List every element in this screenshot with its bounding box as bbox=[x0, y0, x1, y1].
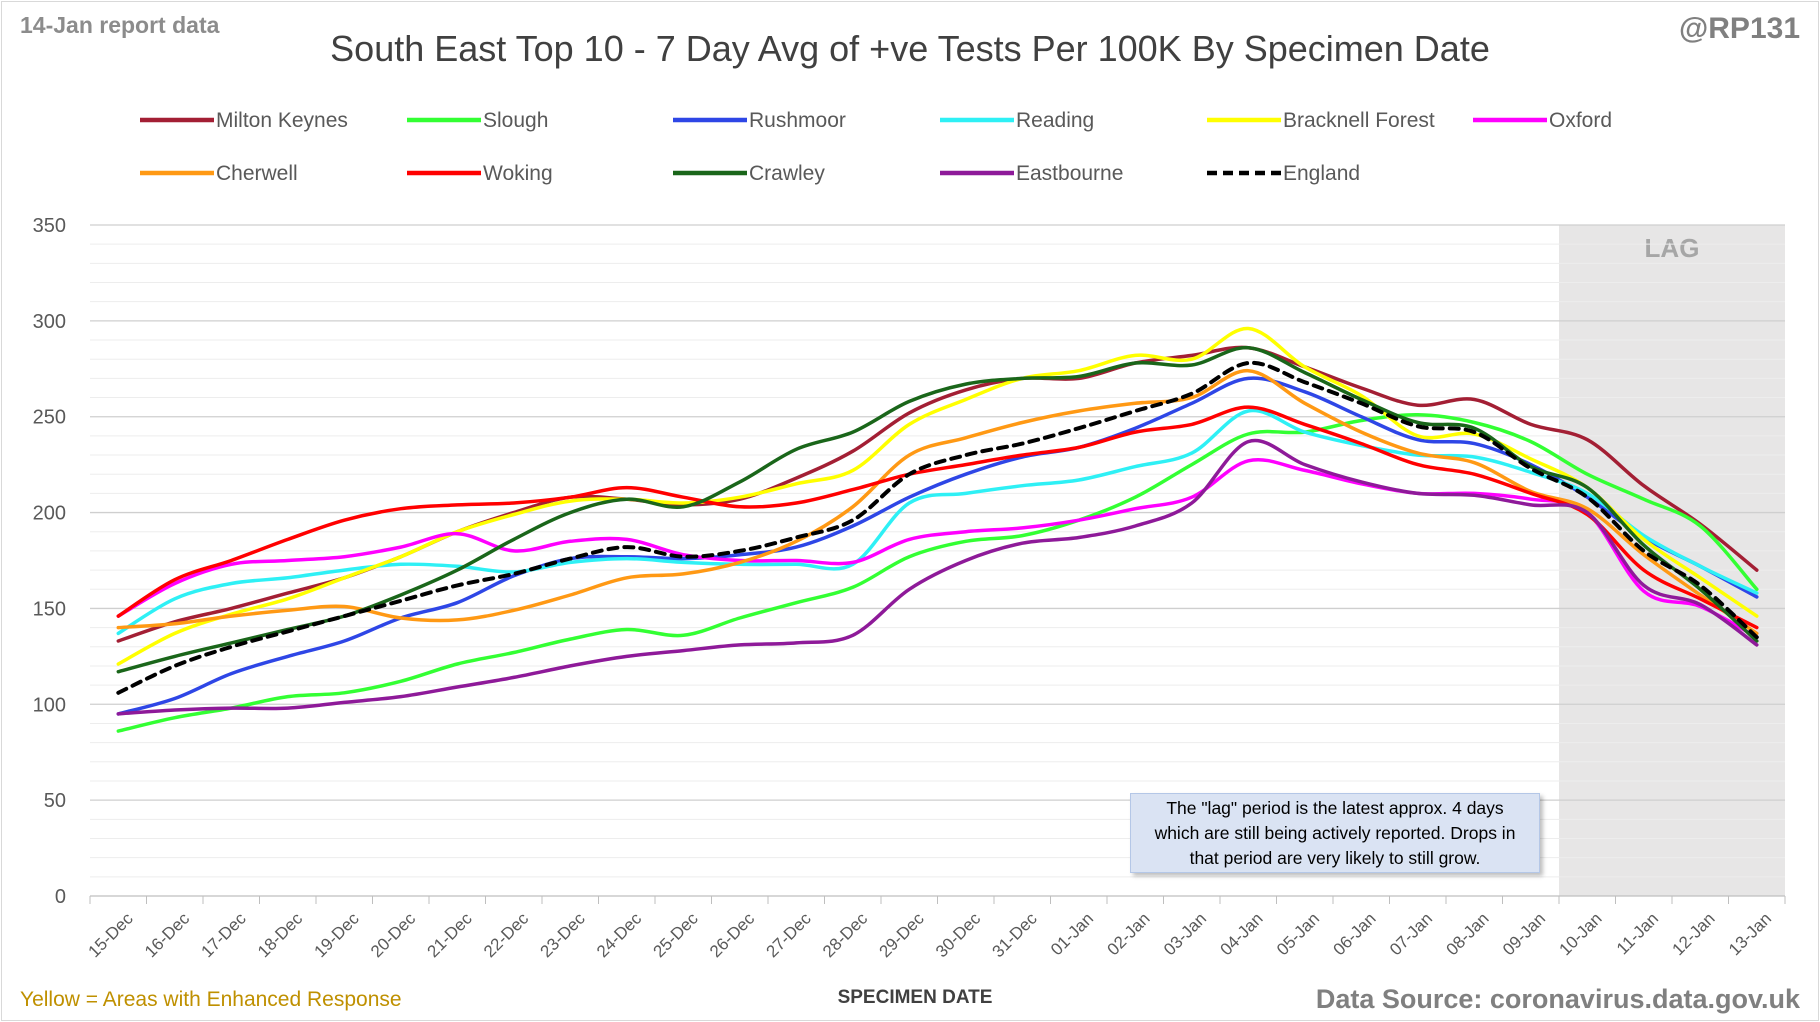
lag-note-text: The "lag" period is the latest approx. 4… bbox=[1154, 797, 1516, 868]
author-handle: @RP131 bbox=[1679, 12, 1800, 45]
x-tick-label: 12-Jan bbox=[1669, 909, 1719, 959]
x-tick-label: 13-Jan bbox=[1725, 909, 1775, 959]
y-tick-label: 150 bbox=[33, 598, 66, 620]
x-tick-label: 03-Jan bbox=[1160, 909, 1210, 959]
legend-label: Oxford bbox=[1549, 109, 1612, 132]
y-tick-label: 350 bbox=[33, 215, 66, 237]
x-tick-label: 15-Dec bbox=[85, 909, 138, 962]
x-tick-label: 04-Jan bbox=[1217, 909, 1267, 959]
series-line-crawley bbox=[116, 345, 1759, 674]
legend-label: England bbox=[1283, 162, 1360, 185]
legend-label: Rushmoor bbox=[749, 109, 846, 132]
data-source: Data Source: coronavirus.data.gov.uk bbox=[1315, 984, 1800, 1014]
lag-label: LAG bbox=[1645, 233, 1700, 263]
x-tick-label: 02-Jan bbox=[1104, 909, 1154, 959]
x-tick-label: 26-Dec bbox=[706, 909, 759, 962]
x-tick-label: 06-Jan bbox=[1330, 909, 1380, 959]
lag-note-box: The "lag" period is the latest approx. 4… bbox=[1130, 793, 1540, 873]
x-tick-label: 29-Dec bbox=[876, 909, 929, 962]
x-tick-label: 20-Dec bbox=[367, 909, 420, 962]
y-tick-label: 300 bbox=[33, 311, 66, 333]
x-tick-label: 25-Dec bbox=[650, 909, 703, 962]
y-tick-label: 50 bbox=[44, 790, 66, 812]
x-tick-label: 09-Jan bbox=[1499, 909, 1549, 959]
x-tick-label: 21-Dec bbox=[424, 909, 477, 962]
x-axis-label: SPECIMEN DATE bbox=[838, 987, 993, 1008]
series-line-eastbourne bbox=[116, 438, 1759, 716]
x-tick-label: 27-Dec bbox=[763, 909, 816, 962]
x-axis-ticks: 15-Dec 16-Dec 17-Dec 18-Dec 19-Dec 20-Dec 21-D… bbox=[85, 896, 1786, 962]
x-tick-label: 01-Jan bbox=[1047, 909, 1097, 959]
x-tick-label: 05-Jan bbox=[1273, 909, 1323, 959]
x-tick-label: 08-Jan bbox=[1443, 909, 1493, 959]
x-tick-label: 17-Dec bbox=[198, 909, 251, 962]
x-tick-label: 16-Dec bbox=[141, 909, 194, 962]
x-tick-label: 22-Dec bbox=[480, 909, 533, 962]
y-tick-label: 100 bbox=[33, 694, 66, 716]
x-tick-label: 10-Jan bbox=[1556, 909, 1606, 959]
x-tick-label: 19-Dec bbox=[311, 909, 364, 962]
legend-label: Milton Keynes bbox=[216, 109, 348, 132]
y-tick-label: 0 bbox=[55, 886, 66, 908]
chart-title: South East Top 10 - 7 Day Avg of +ve Tes… bbox=[330, 28, 1490, 69]
x-tick-label: 11-Jan bbox=[1613, 909, 1662, 958]
legend-label: Eastbourne bbox=[1016, 162, 1123, 185]
x-tick-label: 24-Dec bbox=[593, 909, 646, 962]
legend-label: Woking bbox=[483, 162, 553, 185]
series-line-england bbox=[116, 360, 1759, 695]
series-line-cherwell bbox=[116, 368, 1759, 636]
enhanced-response-note: Yellow = Areas with Enhanced Response bbox=[20, 988, 402, 1011]
legend-label: Reading bbox=[1016, 109, 1094, 132]
legend-label: Crawley bbox=[749, 162, 825, 185]
series-line-oxford bbox=[116, 458, 1759, 639]
series-line-woking bbox=[116, 405, 1759, 630]
legend-label: Slough bbox=[483, 109, 548, 132]
x-tick-label: 18-Dec bbox=[254, 909, 307, 962]
x-tick-label: 28-Dec bbox=[819, 909, 872, 962]
series-line-reading bbox=[116, 408, 1759, 636]
y-tick-label: 250 bbox=[33, 407, 66, 429]
series-line-slough bbox=[116, 413, 1759, 733]
x-tick-label: 23-Dec bbox=[537, 909, 590, 962]
x-tick-label: 31-Dec bbox=[989, 909, 1042, 962]
y-axis-ticks: 0 50 100 150 200 250 300 350 bbox=[33, 215, 66, 908]
legend: Milton Keynes Slough Rushmoor Reading Brackn… bbox=[140, 109, 1612, 185]
legend-label: Cherwell bbox=[216, 162, 298, 185]
legend-label: Bracknell Forest bbox=[1283, 109, 1435, 132]
report-date-label: 14-Jan report data bbox=[20, 12, 220, 38]
y-tick-label: 200 bbox=[33, 503, 66, 525]
series-lines bbox=[116, 326, 1759, 733]
x-tick-label: 30-Dec bbox=[932, 909, 985, 962]
x-tick-label: 07-Jan bbox=[1386, 909, 1436, 959]
